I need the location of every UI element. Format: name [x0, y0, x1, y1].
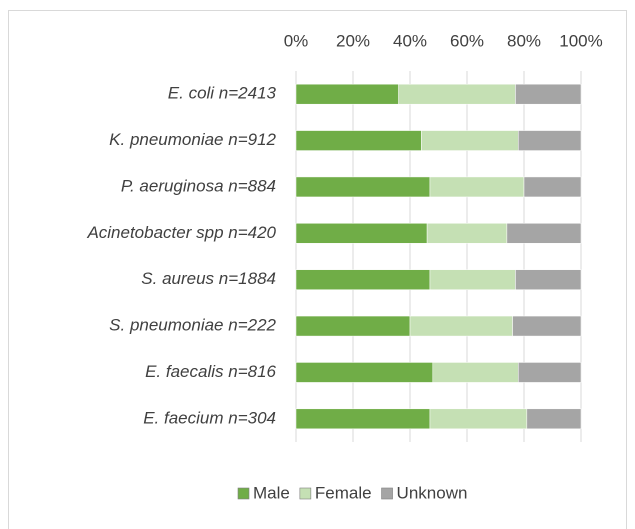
y-tick-label: K. pneumoniae n=912 [109, 130, 276, 149]
bar-segment [429, 269, 516, 290]
bar-segment [295, 176, 431, 198]
bar-segment [432, 362, 519, 383]
y-tick-label: E. coli n=2413 [168, 84, 277, 103]
legend-swatch [237, 487, 250, 500]
x-tick-label: 80% [507, 31, 541, 50]
y-tick-label: Acinetobacter spp n=420 [86, 223, 276, 242]
bar-segment [295, 83, 399, 105]
legend-label: Male [253, 483, 290, 502]
bar-segment [409, 315, 513, 337]
x-tick-label: 40% [393, 31, 427, 50]
y-tick-label: E. faecalis n=816 [145, 362, 276, 381]
bar-segment [518, 130, 582, 151]
bar-segment [429, 176, 525, 198]
bar-segment [518, 362, 582, 383]
y-tick-label: S. aureus n=1884 [141, 269, 276, 288]
x-tick-label: 0% [284, 31, 309, 50]
bar-segment [295, 362, 434, 383]
bar-segment [426, 223, 508, 244]
bar-segment [512, 315, 582, 337]
y-tick-label: E. faecium n=304 [143, 408, 276, 427]
bar-segment [506, 223, 582, 244]
bar-segment [515, 269, 582, 290]
x-tick-label: 60% [450, 31, 484, 50]
legend-label: Female [315, 483, 372, 502]
bar-segment [421, 130, 519, 151]
bar-segment [295, 130, 422, 151]
bar-segment [526, 408, 582, 430]
legend-label: Unknown [397, 483, 468, 502]
bar-segment [515, 83, 582, 105]
legend-swatch [381, 487, 393, 500]
bar-segment [523, 176, 582, 198]
bar-segment [295, 408, 431, 430]
bar-segment [295, 223, 428, 244]
bar-segment [295, 315, 411, 337]
legend-swatch [299, 487, 312, 500]
bar-segment [295, 269, 431, 290]
y-tick-label: P. aeruginosa n=884 [121, 176, 276, 195]
x-tick-label: 100% [559, 31, 602, 50]
y-tick-label: S. pneumoniae n=222 [109, 316, 276, 335]
bar-segment [398, 83, 516, 105]
x-tick-label: 20% [336, 31, 370, 50]
bar-segment [429, 408, 528, 430]
